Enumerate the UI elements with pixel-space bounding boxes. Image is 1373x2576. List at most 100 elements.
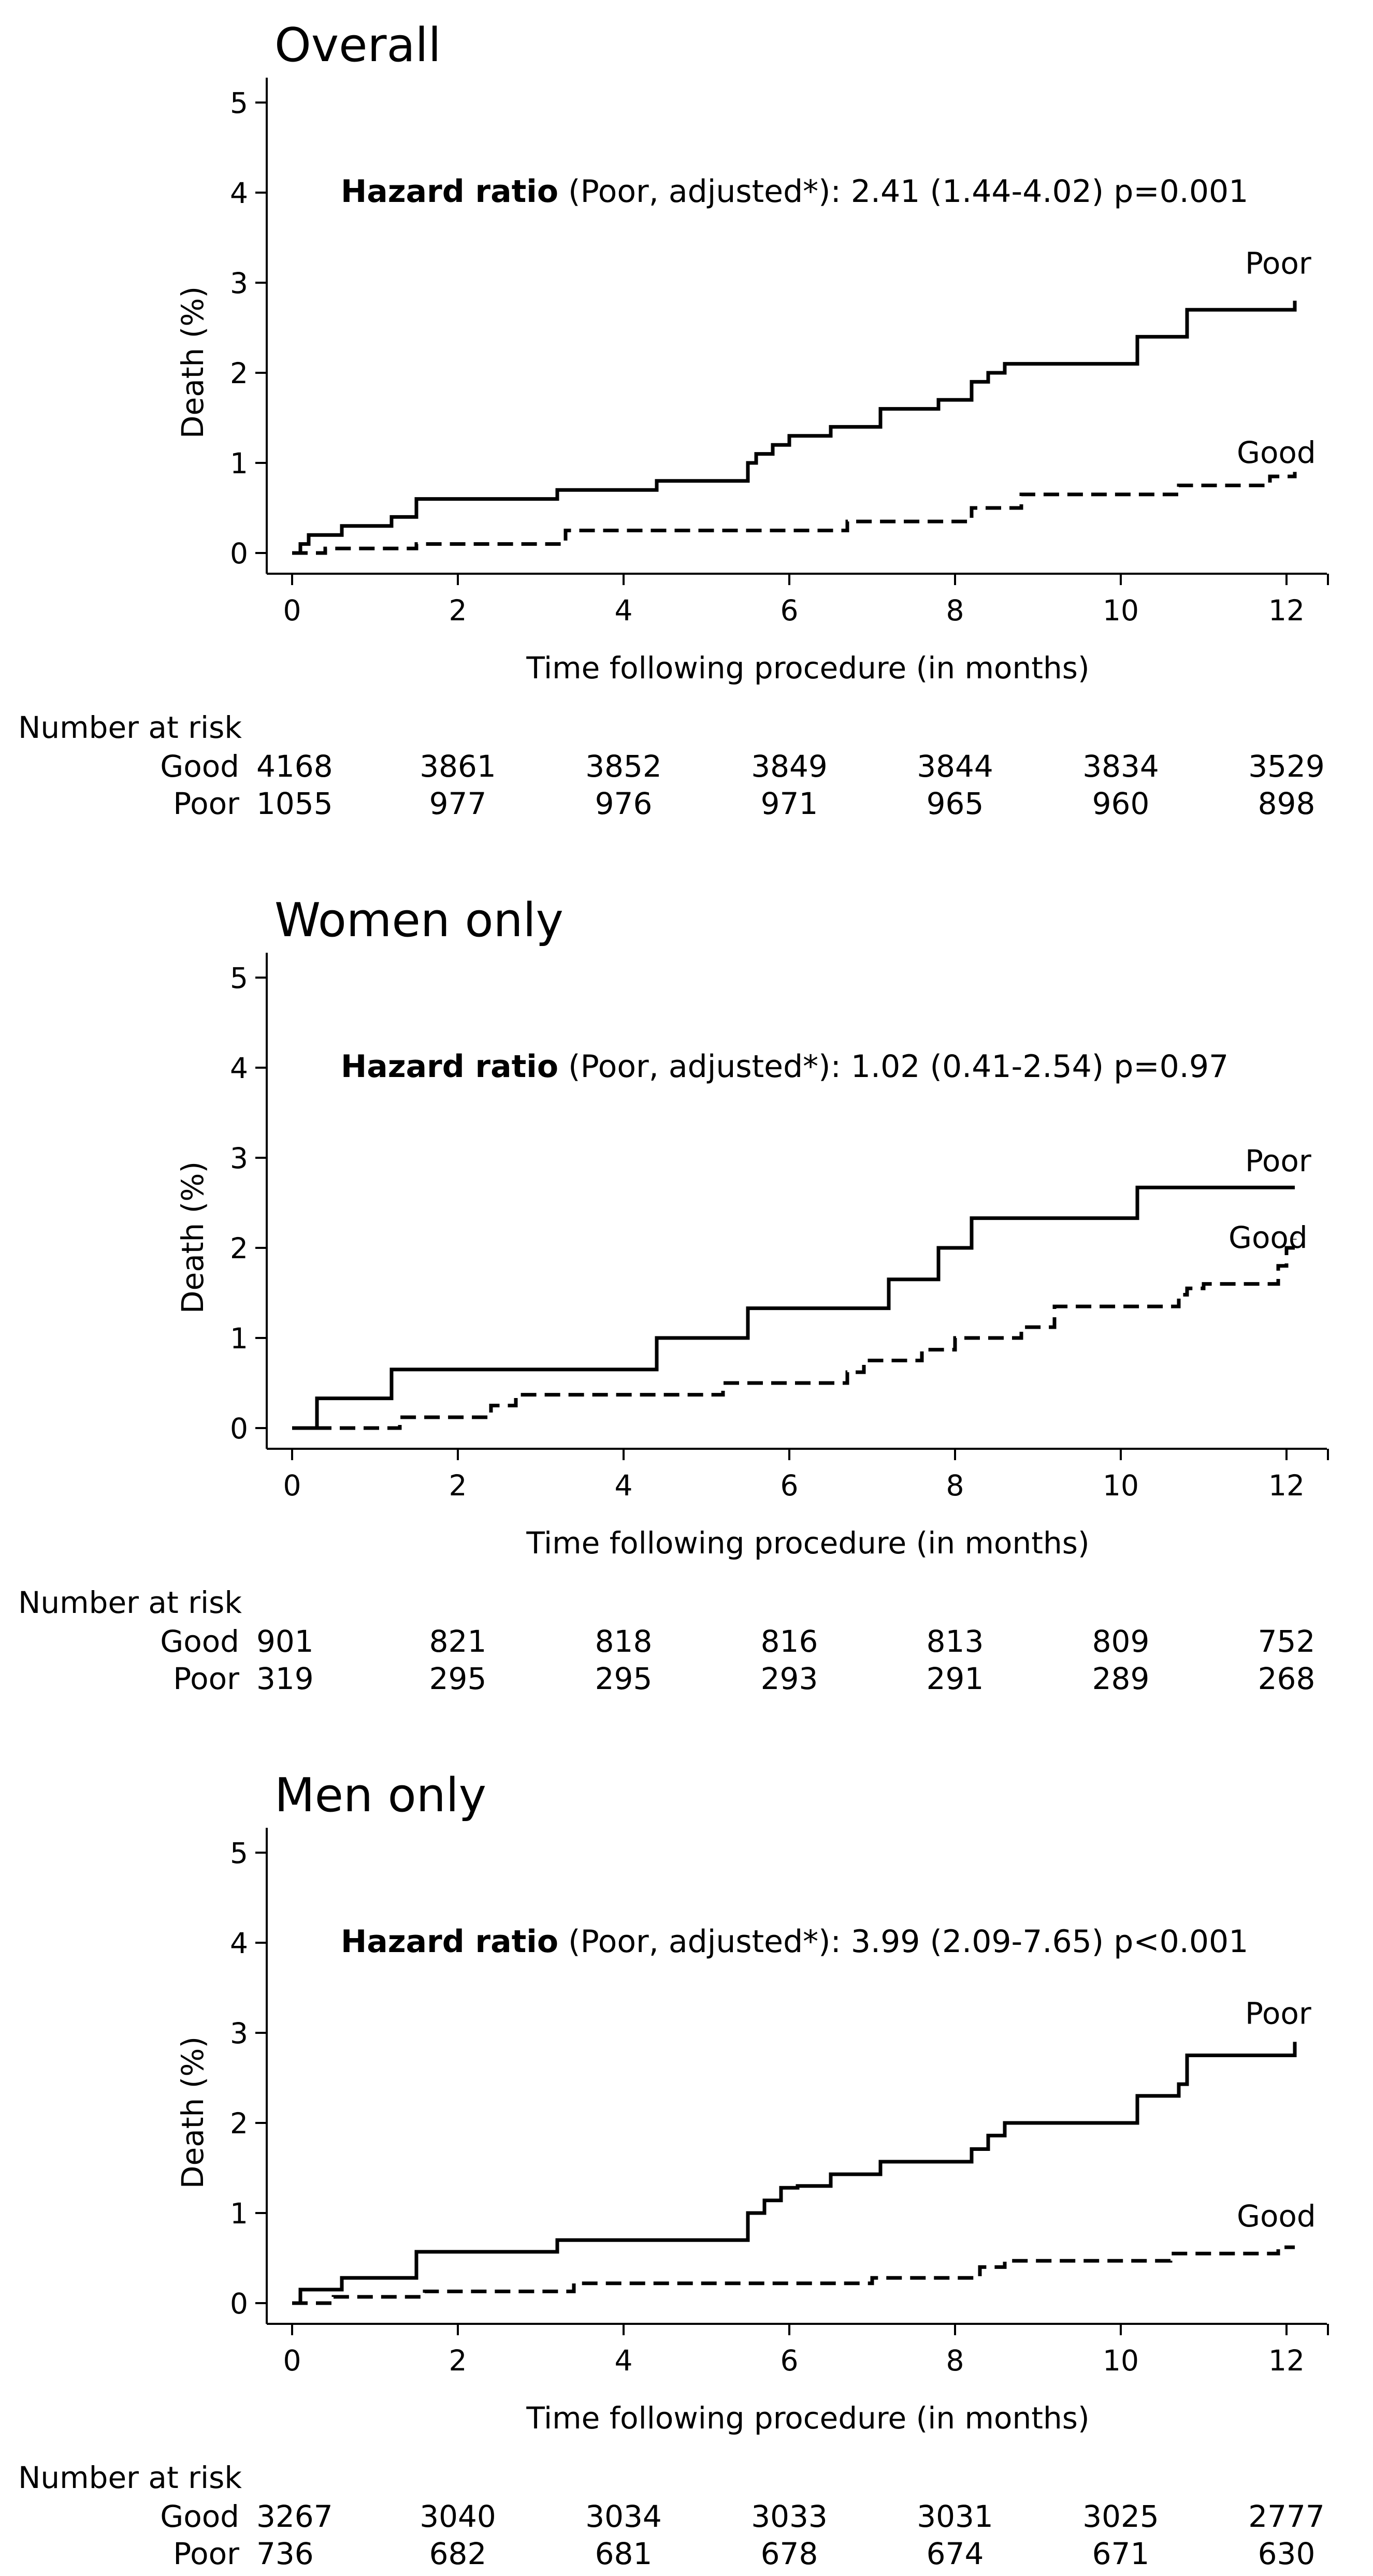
y-tick-label: 4 (230, 1052, 248, 1085)
y-tick-label: 3 (230, 267, 248, 300)
y-tick-label: 0 (230, 537, 248, 570)
y-tick-label: 0 (230, 2287, 248, 2320)
risk-value-good: 3031 (917, 2499, 993, 2534)
risk-value-poor: 295 (429, 1661, 487, 1696)
risk-value-good: 809 (1092, 1624, 1150, 1659)
series-good-line (292, 1239, 1297, 1430)
series-poor-line (292, 1185, 1295, 1430)
x-tick-label: 4 (615, 2344, 633, 2377)
series-poor-label: Poor (1245, 1996, 1311, 2031)
risk-value-good: 901 (256, 1624, 314, 1659)
risk-value-good: 3033 (751, 2499, 828, 2534)
x-axis-label: Time following procedure (in months) (526, 650, 1089, 686)
x-tick-label: 10 (1103, 594, 1139, 627)
series-poor-line (292, 2042, 1297, 2305)
y-tick-label: 4 (230, 1927, 248, 1960)
risk-value-poor: 971 (761, 786, 818, 821)
y-tick-label: 1 (230, 2197, 248, 2230)
risk-value-poor: 295 (595, 1661, 653, 1696)
risk-value-good: 2777 (1248, 2499, 1325, 2534)
y-tick-label: 4 (230, 177, 248, 210)
x-tick-label: 12 (1268, 1469, 1305, 1502)
risk-value-poor: 630 (1258, 2536, 1316, 2571)
y-tick-label: 2 (230, 1232, 248, 1265)
risk-value-poor: 960 (1092, 786, 1150, 821)
y-tick-label: 2 (230, 357, 248, 390)
x-tick-label: 0 (283, 2344, 301, 2377)
risk-value-good: 3834 (1082, 749, 1159, 784)
y-axis-label: Death (%) (175, 2036, 210, 2189)
risk-value-good: 3529 (1248, 749, 1325, 784)
risk-value-good: 821 (429, 1624, 487, 1659)
risk-value-poor: 977 (429, 786, 487, 821)
hazard-ratio-annotation: Hazard ratio (Poor, adjusted*): 3.99 (2.… (341, 1924, 1248, 1960)
risk-value-poor: 319 (256, 1661, 314, 1696)
x-tick-label: 6 (781, 2344, 799, 2377)
series-good-line (292, 2245, 1295, 2305)
hazard-ratio-label: Hazard ratio (341, 1924, 558, 1960)
risk-row-label-good: Good (160, 2499, 239, 2534)
series-good-label: Good (1237, 2199, 1316, 2234)
risk-value-poor: 293 (761, 1661, 818, 1696)
panel-title: Men only (274, 1768, 486, 1823)
risk-value-poor: 736 (256, 2536, 314, 2571)
risk-value-good: 3040 (420, 2499, 496, 2534)
risk-value-poor: 268 (1258, 1661, 1316, 1696)
risk-value-good: 3034 (585, 2499, 662, 2534)
risk-value-poor: 1055 (256, 786, 333, 821)
x-tick-label: 6 (781, 1469, 799, 1502)
hazard-ratio-label: Hazard ratio (341, 1049, 558, 1085)
risk-value-poor: 682 (429, 2536, 487, 2571)
x-tick-label: 12 (1268, 2344, 1305, 2377)
risk-row-label-poor: Poor (173, 2536, 239, 2571)
risk-value-good: 752 (1258, 1624, 1316, 1659)
risk-value-poor: 965 (927, 786, 984, 821)
x-axis-label: Time following procedure (in months) (526, 2400, 1089, 2436)
y-axis-label: Death (%) (175, 286, 210, 439)
risk-value-good: 3849 (751, 749, 828, 784)
risk-value-poor: 671 (1092, 2536, 1150, 2571)
x-tick-label: 0 (283, 594, 301, 627)
y-tick-label: 1 (230, 447, 248, 480)
series-good-label: Good (1237, 435, 1316, 470)
risk-value-poor: 289 (1092, 1661, 1150, 1696)
x-tick-label: 6 (781, 594, 799, 627)
risk-value-good: 4168 (256, 749, 333, 784)
risk-value-good: 3267 (256, 2499, 333, 2534)
x-tick-label: 2 (449, 2344, 467, 2377)
risk-table-header: Number at risk (18, 1585, 242, 1620)
x-tick-label: 12 (1268, 594, 1305, 627)
risk-value-poor: 681 (595, 2536, 653, 2571)
risk-value-good: 3844 (917, 749, 993, 784)
x-tick-label: 10 (1103, 1469, 1139, 1502)
series-good-label: Good (1229, 1220, 1308, 1255)
x-tick-label: 0 (283, 1469, 301, 1502)
hazard-ratio-value: (Poor, adjusted*): 1.02 (0.41-2.54) p=0.… (558, 1049, 1229, 1085)
x-tick-label: 10 (1103, 2344, 1139, 2377)
risk-value-poor: 674 (927, 2536, 984, 2571)
risk-table-header: Number at risk (18, 2460, 242, 2495)
risk-table-header: Number at risk (18, 710, 242, 745)
y-tick-label: 1 (230, 1322, 248, 1355)
hazard-ratio-value: (Poor, adjusted*): 2.41 (1.44-4.02) p=0.… (558, 173, 1248, 210)
panel-title: Overall (274, 18, 441, 72)
hazard-ratio-annotation: Hazard ratio (Poor, adjusted*): 2.41 (1.… (341, 173, 1248, 210)
risk-value-good: 818 (595, 1624, 653, 1659)
risk-value-good: 813 (927, 1624, 984, 1659)
x-tick-label: 2 (449, 594, 467, 627)
panel-title: Women only (274, 893, 563, 948)
x-tick-label: 8 (946, 594, 964, 627)
series-poor-line (292, 300, 1297, 555)
risk-row-label-poor: Poor (173, 1661, 239, 1696)
risk-value-poor: 291 (927, 1661, 984, 1696)
risk-value-poor: 976 (595, 786, 653, 821)
risk-row-label-good: Good (160, 1624, 239, 1659)
y-tick-label: 5 (230, 86, 248, 120)
risk-value-good: 816 (761, 1624, 818, 1659)
series-good-line (292, 472, 1297, 555)
y-tick-label: 5 (230, 962, 248, 995)
y-tick-label: 0 (230, 1412, 248, 1445)
